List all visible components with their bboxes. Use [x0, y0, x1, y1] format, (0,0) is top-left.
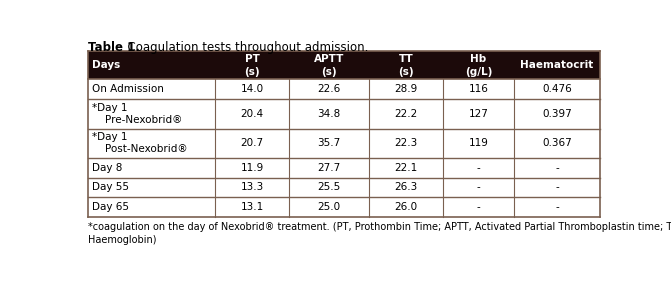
Text: *coagulation on the day of Nexobrid® treatment. (PT, Prothombin Time; APTT, Acti: *coagulation on the day of Nexobrid® tre…	[88, 222, 671, 245]
Text: Coagulation tests throughout admission.: Coagulation tests throughout admission.	[119, 41, 368, 54]
Text: 22.3: 22.3	[395, 138, 417, 148]
Bar	[88, 129, 600, 158]
Text: Day 55: Day 55	[93, 183, 130, 193]
Text: -: -	[555, 163, 559, 173]
Text: 26.0: 26.0	[395, 202, 417, 212]
Text: 22.1: 22.1	[395, 163, 417, 173]
Text: Day 65: Day 65	[93, 202, 130, 212]
Text: 35.7: 35.7	[317, 138, 341, 148]
Text: 13.1: 13.1	[240, 202, 264, 212]
Text: 20.7: 20.7	[240, 138, 264, 148]
Text: 25.0: 25.0	[317, 202, 341, 212]
Text: 0.476: 0.476	[542, 84, 572, 94]
Text: Table 1.: Table 1.	[88, 41, 140, 54]
Bar	[88, 79, 600, 99]
Text: 27.7: 27.7	[317, 163, 341, 173]
Text: Day 8: Day 8	[93, 163, 123, 173]
Text: On Admission: On Admission	[93, 84, 164, 94]
Bar	[88, 158, 600, 178]
Text: 119: 119	[468, 138, 488, 148]
Bar	[88, 99, 600, 129]
Text: -: -	[555, 202, 559, 212]
Bar	[88, 178, 600, 197]
Text: 0.397: 0.397	[542, 109, 572, 119]
Text: 22.2: 22.2	[395, 109, 417, 119]
Text: 34.8: 34.8	[317, 109, 341, 119]
Text: 0.367: 0.367	[542, 138, 572, 148]
Text: 22.6: 22.6	[317, 84, 341, 94]
Text: 20.4: 20.4	[240, 109, 264, 119]
Text: 11.9: 11.9	[240, 163, 264, 173]
Text: Hb
(g/L): Hb (g/L)	[465, 54, 493, 77]
Text: Days: Days	[93, 60, 121, 70]
Text: 13.3: 13.3	[240, 183, 264, 193]
Text: -: -	[476, 183, 480, 193]
Text: 14.0: 14.0	[240, 84, 264, 94]
Text: TT
(s): TT (s)	[399, 54, 414, 77]
Text: 26.3: 26.3	[395, 183, 417, 193]
Text: 116: 116	[468, 84, 488, 94]
Text: 25.5: 25.5	[317, 183, 341, 193]
Bar	[88, 197, 600, 217]
Text: 28.9: 28.9	[395, 84, 417, 94]
Text: PT
(s): PT (s)	[244, 54, 260, 77]
Text: -: -	[476, 163, 480, 173]
Text: -: -	[555, 183, 559, 193]
Text: *Day 1
    Pre-Nexobrid®: *Day 1 Pre-Nexobrid®	[93, 103, 183, 125]
Bar	[88, 51, 600, 79]
Text: 127: 127	[468, 109, 488, 119]
Text: *Day 1
    Post-Nexobrid®: *Day 1 Post-Nexobrid®	[93, 132, 188, 154]
Text: APTT
(s): APTT (s)	[314, 54, 344, 77]
Text: -: -	[476, 202, 480, 212]
Text: Haematocrit: Haematocrit	[521, 60, 594, 70]
